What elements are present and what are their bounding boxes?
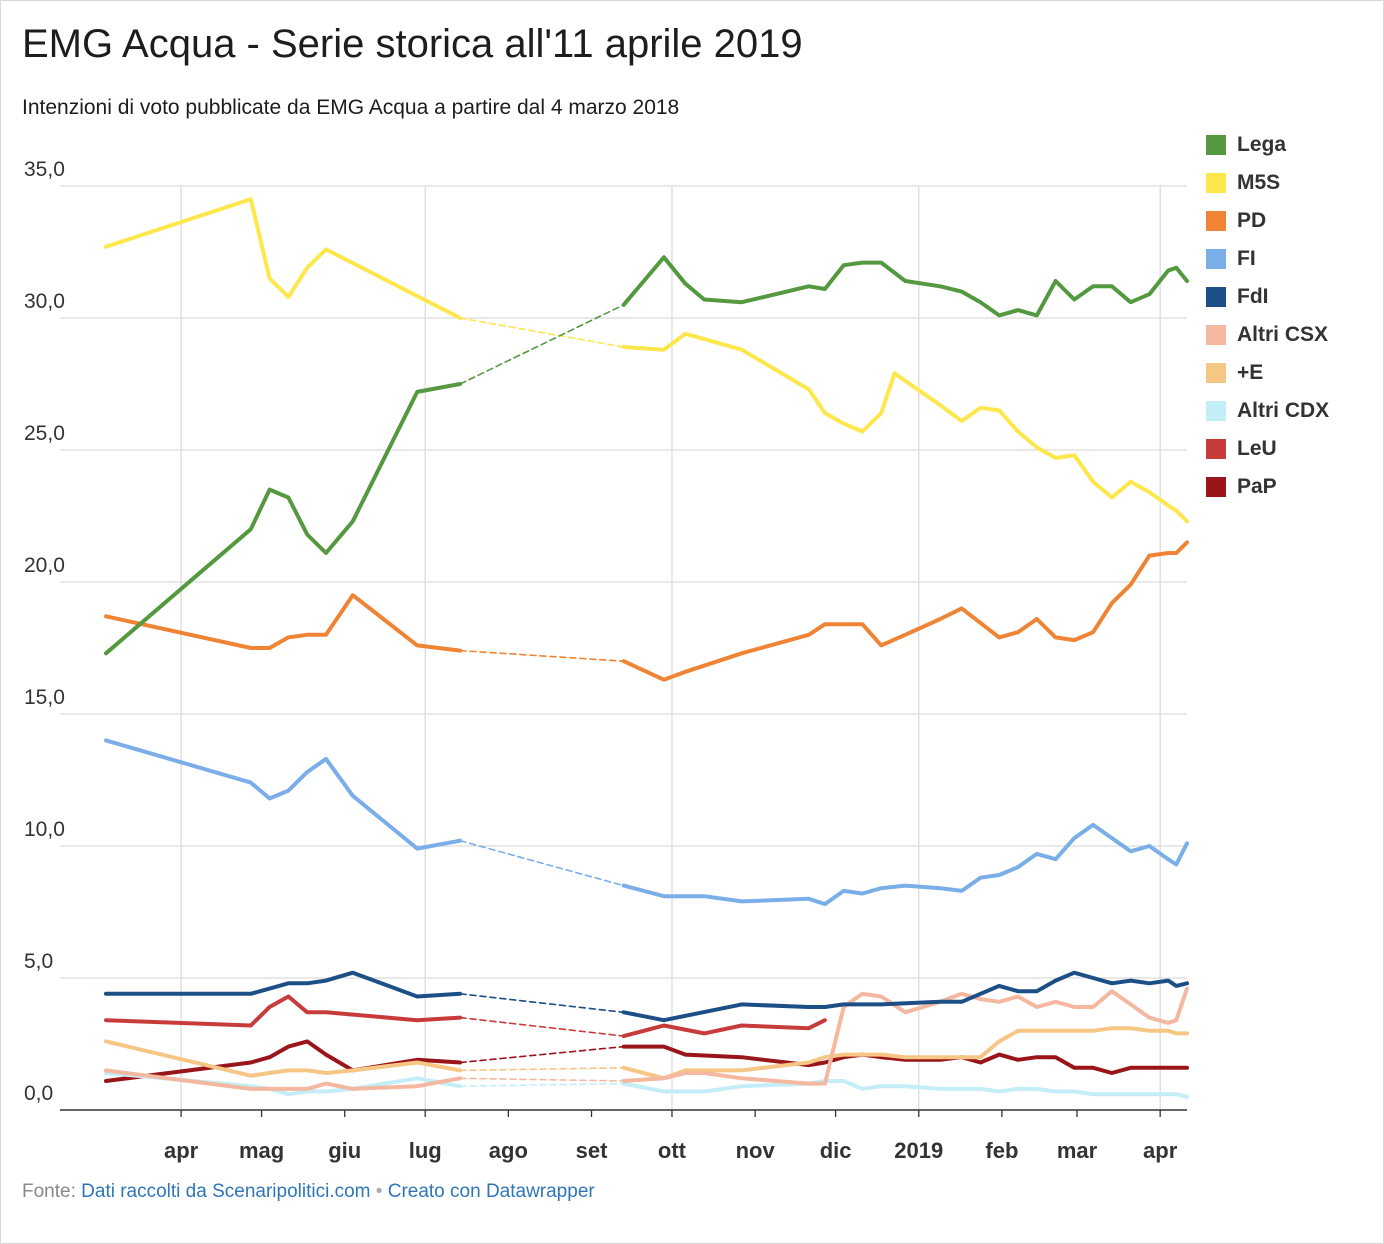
legend-swatch <box>1206 287 1226 307</box>
chart-title: EMG Acqua - Serie storica all'11 aprile … <box>22 22 803 66</box>
legend-swatch <box>1206 363 1226 383</box>
legend-label: FI <box>1237 247 1256 270</box>
series-line-fi <box>621 822 1189 907</box>
legend-item-altri-cdx: Altri CDX <box>1206 392 1329 430</box>
x-tick-label: mar <box>1057 1138 1098 1163</box>
x-tick-label: apr <box>1143 1138 1178 1163</box>
series-line-pd-dashed <box>459 649 625 662</box>
legend-label: Altri CDX <box>1237 399 1330 422</box>
x-tick-label: giu <box>328 1138 361 1163</box>
legend-item-m5s: M5S <box>1206 164 1329 202</box>
source-link[interactable]: Dati raccolti da Scenaripolitici.com <box>81 1181 371 1202</box>
series-line-altri-csx-dashed <box>459 1077 625 1082</box>
legend-swatch <box>1206 401 1226 421</box>
series-line-fdi <box>104 970 463 999</box>
y-tick-label: 5,0 <box>24 950 53 973</box>
legend-label: Lega <box>1237 133 1287 156</box>
series-line-fi-dashed <box>459 839 625 887</box>
chart-subtitle: Intenzioni di voto pubblicate da EMG Acq… <box>22 96 680 119</box>
series-line-lega <box>104 382 463 656</box>
series-line-lega-dashed <box>459 304 625 385</box>
x-tick-label: lug <box>409 1138 442 1163</box>
series-line-altri-cdx <box>621 1079 1189 1099</box>
series-line-pd <box>621 540 1189 682</box>
legend-label: PD <box>1237 209 1267 232</box>
x-tick-label: set <box>576 1138 608 1163</box>
legend-item-fi: FI <box>1206 240 1329 278</box>
series-line-m5s <box>104 197 463 320</box>
series-line-fdi-dashed <box>459 993 625 1014</box>
legend-swatch <box>1206 439 1226 459</box>
x-tick-label: 2019 <box>894 1138 943 1163</box>
legend-swatch <box>1206 325 1226 345</box>
legend-label: M5S <box>1237 171 1281 194</box>
legend-swatch <box>1206 477 1226 497</box>
chart-legend: Lega M5S PD FI FdI Altri CSX +E Altri CDX LeU PaP <box>1206 126 1329 506</box>
legend-swatch <box>1206 249 1226 269</box>
legend-item-e: +E <box>1206 354 1329 392</box>
series-line-pap-dashed <box>459 1045 625 1064</box>
y-tick-label: 30,0 <box>24 290 65 313</box>
line-chart: 0,0 5,0 10,0 15,0 20,0 25,0 30,0 35,0 apr mag giu l… <box>24 158 1189 1163</box>
legend-label: FdI <box>1237 285 1269 308</box>
series-line-fdi <box>621 970 1189 1023</box>
legend-item-fdi: FdI <box>1206 278 1329 316</box>
series-line-leu <box>621 1018 827 1039</box>
legend-label: PaP <box>1237 475 1277 498</box>
legend-item-lega: Lega <box>1206 126 1329 164</box>
series-line-pap <box>104 1039 463 1083</box>
legend-swatch <box>1206 173 1226 193</box>
x-tick-label: ago <box>489 1138 528 1163</box>
y-tick-label: 0,0 <box>24 1082 53 1105</box>
series-line-lega <box>621 255 1189 318</box>
footer-separator: • <box>375 1181 383 1202</box>
series-line-e <box>104 1039 463 1078</box>
legend-item-leu: LeU <box>1206 430 1329 468</box>
series-line-pd <box>104 593 463 653</box>
legend-item-pd: PD <box>1206 202 1329 240</box>
y-tick-label: 10,0 <box>24 818 65 841</box>
x-tick-label: ott <box>658 1138 687 1163</box>
series-line-e-dashed <box>459 1067 625 1072</box>
series-line-altri-csx <box>104 1068 463 1091</box>
y-tick-label: 25,0 <box>24 422 65 445</box>
legend-label: LeU <box>1237 437 1277 460</box>
footer: Fonte: Dati raccolti da Scenaripolitici.… <box>22 1181 595 1203</box>
series-line-altri-cdx-dashed <box>459 1082 625 1087</box>
series-line-leu-dashed <box>459 1016 625 1037</box>
x-tick-label: apr <box>164 1138 199 1163</box>
x-tick-label: nov <box>736 1138 776 1163</box>
footer-prefix: Fonte: <box>22 1181 76 1202</box>
legend-item-pap: PaP <box>1206 468 1329 506</box>
series-line-m5s-dashed <box>459 317 625 348</box>
x-tick-label: mag <box>239 1138 284 1163</box>
legend-swatch <box>1206 211 1226 231</box>
legend-swatch <box>1206 135 1226 155</box>
y-tick-label: 15,0 <box>24 686 65 709</box>
y-tick-label: 35,0 <box>24 158 65 181</box>
legend-label: Altri CSX <box>1237 323 1329 346</box>
x-tick-label: dic <box>820 1138 852 1163</box>
series-line-e <box>621 1026 1189 1081</box>
legend-item-altri-csx: Altri CSX <box>1206 316 1329 354</box>
series-line-m5s <box>621 331 1189 524</box>
x-tick-label: feb <box>985 1138 1018 1163</box>
y-tick-label: 20,0 <box>24 554 65 577</box>
series-line-leu <box>104 994 463 1028</box>
datawrapper-link[interactable]: Creato con Datawrapper <box>387 1181 595 1202</box>
legend-label: +E <box>1237 361 1264 384</box>
series-line-fi <box>104 738 463 851</box>
